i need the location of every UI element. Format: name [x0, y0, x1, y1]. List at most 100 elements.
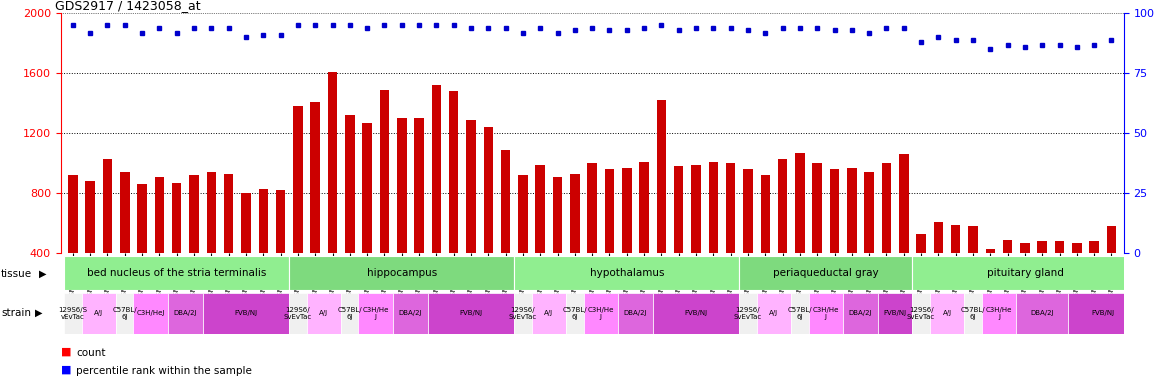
Bar — [341, 293, 359, 334]
Bar — [864, 172, 874, 253]
Bar — [813, 164, 822, 253]
Bar — [290, 293, 306, 334]
Text: C57BL/
6J: C57BL/ 6J — [112, 307, 137, 320]
Bar — [1037, 242, 1047, 253]
Text: C3H/He
J: C3H/He J — [588, 307, 614, 320]
Bar — [1069, 293, 1138, 334]
Bar — [258, 189, 267, 253]
Bar — [68, 175, 77, 253]
Bar — [829, 169, 840, 253]
Bar — [168, 293, 203, 334]
Bar — [743, 169, 752, 253]
Text: ■: ■ — [61, 346, 71, 356]
Bar — [242, 194, 251, 253]
Bar — [882, 164, 891, 253]
Bar — [531, 293, 566, 334]
Text: hippocampus: hippocampus — [367, 268, 437, 278]
Text: DBA/2J: DBA/2J — [174, 310, 197, 316]
Bar — [951, 225, 960, 253]
Text: bed nucleus of the stria terminalis: bed nucleus of the stria terminalis — [88, 268, 266, 278]
Bar — [535, 165, 545, 253]
Text: pituitary gland: pituitary gland — [987, 268, 1063, 278]
Bar — [394, 293, 427, 334]
Bar — [380, 90, 389, 253]
Text: percentile rank within the sample: percentile rank within the sample — [76, 366, 252, 376]
Text: FVB/NJ: FVB/NJ — [684, 310, 708, 316]
Bar — [64, 293, 82, 334]
Bar — [917, 234, 926, 253]
Bar — [290, 256, 514, 290]
Text: count: count — [76, 348, 105, 358]
Bar — [618, 293, 653, 334]
Bar — [933, 222, 943, 253]
Bar — [172, 183, 181, 253]
Text: 129S6/
SvEvTac: 129S6/ SvEvTac — [284, 307, 312, 320]
Bar — [725, 164, 736, 253]
Bar — [912, 293, 930, 334]
Bar — [1020, 243, 1030, 253]
Bar — [674, 166, 683, 253]
Bar — [847, 168, 856, 253]
Bar — [1107, 227, 1117, 253]
Bar — [605, 169, 614, 253]
Text: GDS2917 / 1423058_at: GDS2917 / 1423058_at — [55, 0, 201, 12]
Bar — [584, 293, 618, 334]
Bar — [968, 227, 978, 253]
Text: FVB/NJ: FVB/NJ — [459, 310, 482, 316]
Text: C57BL/
6J: C57BL/ 6J — [338, 307, 362, 320]
Text: hypothalamus: hypothalamus — [590, 268, 665, 278]
Text: C3H/He
J: C3H/He J — [813, 307, 839, 320]
Bar — [276, 190, 285, 253]
Bar — [362, 123, 371, 253]
Text: ▶: ▶ — [39, 269, 46, 279]
Bar — [120, 172, 130, 253]
Bar — [466, 120, 475, 253]
Text: A/J: A/J — [770, 310, 779, 316]
Bar — [116, 293, 133, 334]
Bar — [85, 181, 95, 253]
Bar — [1016, 293, 1069, 334]
Bar — [757, 293, 791, 334]
Bar — [306, 293, 341, 334]
Bar — [449, 91, 459, 253]
Bar — [570, 174, 579, 253]
Text: A/J: A/J — [943, 310, 952, 316]
Bar — [154, 177, 165, 253]
Bar — [981, 293, 1016, 334]
Bar — [427, 293, 514, 334]
Bar — [760, 175, 770, 253]
Bar — [415, 118, 424, 253]
Bar — [484, 127, 493, 253]
Text: 129S6/S
vEvTac: 129S6/S vEvTac — [58, 307, 88, 320]
Bar — [1072, 243, 1082, 253]
Bar — [795, 153, 805, 253]
Bar — [397, 118, 406, 253]
Text: ▶: ▶ — [35, 308, 42, 318]
Bar — [912, 256, 1138, 290]
Bar — [739, 293, 757, 334]
Bar — [653, 293, 739, 334]
Bar — [623, 168, 632, 253]
Text: tissue: tissue — [1, 269, 33, 279]
Text: 129S6/
SvEvTac: 129S6/ SvEvTac — [734, 307, 762, 320]
Bar — [878, 293, 912, 334]
Bar — [986, 249, 995, 253]
Text: ■: ■ — [61, 364, 71, 374]
Bar — [519, 175, 528, 253]
Bar — [207, 172, 216, 253]
Bar — [311, 102, 320, 253]
Bar — [82, 293, 116, 334]
Bar — [588, 164, 597, 253]
Text: periaqueductal gray: periaqueductal gray — [773, 268, 878, 278]
Bar — [501, 150, 510, 253]
Bar — [930, 293, 965, 334]
Text: FVB/NJ: FVB/NJ — [1091, 310, 1114, 316]
Text: FVB/NJ: FVB/NJ — [235, 310, 257, 316]
Bar — [328, 72, 338, 253]
Text: C57BL/
6J: C57BL/ 6J — [961, 307, 986, 320]
Bar — [133, 293, 168, 334]
Text: C3H/HeJ: C3H/HeJ — [137, 310, 165, 316]
Text: C57BL/
6J: C57BL/ 6J — [563, 307, 588, 320]
Bar — [791, 293, 808, 334]
Text: A/J: A/J — [319, 310, 328, 316]
